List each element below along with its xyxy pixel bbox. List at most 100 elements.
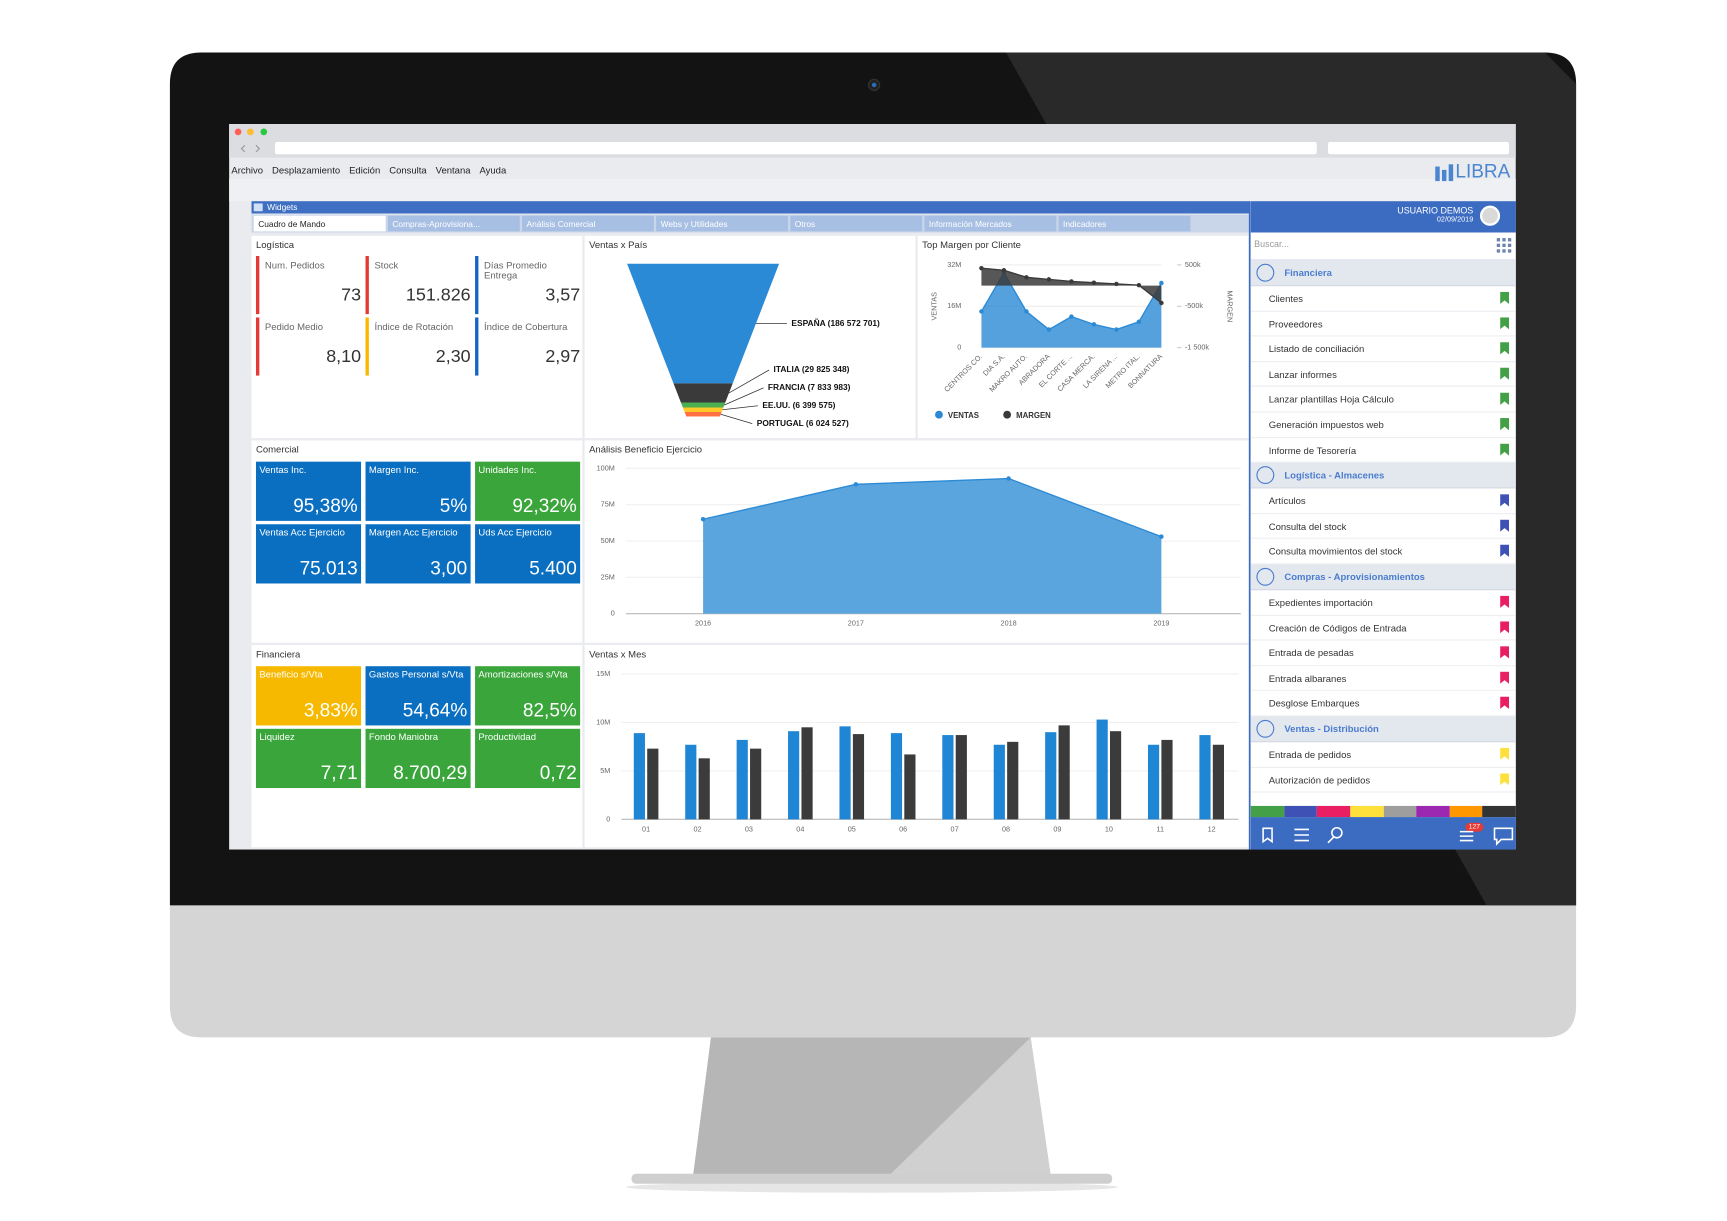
menu-item-label: Informe de Tesorería [1268,444,1357,456]
menu-item-label: Lanzar informes [1268,368,1337,380]
tab[interactable]: Otros [790,215,923,232]
kpi-value: 5% [439,495,468,517]
search-box[interactable] [1250,232,1516,261]
minimize-button[interactable] [247,128,254,136]
tab-label: Cuadro de Mando [258,219,326,230]
menu-item[interactable]: Clientes [1250,286,1516,312]
search-placeholder: Buscar... [1254,239,1289,250]
kpi-tile: Ventas Acc Ejercicio 75.013 [255,524,362,584]
tab[interactable]: Información Mercados [924,215,1057,232]
section-header[interactable]: Ventas - Distribución [1250,716,1516,743]
tab-label: Webs y Utilidades [660,219,728,230]
menu-item[interactable]: Creación de Códigos de Entrada [1250,615,1516,641]
kpi-tile: Uds Acc Ejercicio 5.400 [475,524,581,584]
menu-item[interactable]: Archivo [231,164,264,176]
menu-item[interactable]: Entrada de pesadas [1250,641,1516,666]
chin [169,905,1577,1038]
menu-item[interactable]: Entrada de pedidos [1250,742,1516,768]
menu-item[interactable]: Consulta movimientos del stock [1250,539,1516,565]
section-header[interactable]: Compras - Aprovisionamientos [1250,564,1516,591]
menu-item-label: Entrada de pesadas [1268,647,1354,659]
kpi-bar [255,317,260,376]
kpi-label: Productividad [478,731,537,743]
menu-item[interactable]: Listado de conciliación [1250,337,1516,362]
tab[interactable]: Cuadro de Mando [253,215,386,232]
brand: LIBRA [1455,160,1511,183]
menu-item[interactable]: Autorización de pedidos [1250,767,1516,793]
menu-item-label: Autorización de pedidos [1268,774,1371,786]
notification-badge[interactable]: 127 [1465,822,1484,832]
tab-label: Indicadores [1063,219,1107,230]
section-title: Ventas - Distribución [1284,723,1379,735]
menu-item[interactable]: Edición [349,164,381,176]
section-icon [1256,719,1275,738]
nav-arrows[interactable] [240,144,261,153]
bookmark-flag [1500,367,1510,380]
kpi-label: Margen Acc Ejercicio [368,526,458,538]
tab[interactable]: Webs y Utilidades [656,215,789,232]
kpi-value: 3,57 [545,286,581,306]
window-icon [253,203,263,212]
menu-item[interactable]: Informe de Tesorería [1250,438,1516,463]
window-bar: Widgets [251,201,1250,214]
kpi-value: 7,71 [320,762,358,784]
menu-item[interactable]: Lanzar informes [1250,362,1516,388]
bookmark-flag [1500,620,1510,634]
tab[interactable]: Análisis Comercial [522,215,654,232]
section-title: Financiera [1284,267,1332,279]
panel: Top Margen por Cliente [917,235,1249,439]
kpi-label: Gastos Personal s/Vta [368,668,464,680]
tab-label: Compras-Aprovisiona... [392,219,480,230]
menu-item[interactable]: Desplazamiento [272,164,341,176]
tab[interactable]: Compras-Aprovisiona... [387,215,520,232]
menu-item[interactable]: Proveedores [1250,311,1516,337]
kpi-bar [255,255,260,315]
menu-item[interactable]: Consulta [389,164,427,176]
kpi-value: 8,10 [326,347,362,367]
camera-lens [871,82,877,88]
menu-item[interactable]: Consulta del stock [1250,514,1516,540]
menu-item-label: Entrada de pedidos [1268,748,1352,760]
kpi-label: Amortizaciones s/Vta [478,668,568,680]
user-name[interactable]: USUARIO DEMOS [1397,205,1474,216]
kpi-label: Margen Inc. [368,463,420,476]
kpi-value: 5.400 [529,557,577,580]
bookmark-flag [1500,342,1510,355]
bookmark-flag [1500,544,1510,558]
maximize-button[interactable] [260,128,268,136]
kpi-label: Ventas Inc. [259,463,307,476]
menu-list: Financiera Clientes Proveedores Listado de … [1250,260,1516,806]
stripe-segment [1283,805,1318,818]
menu-item[interactable]: Expedientes importación [1250,590,1516,616]
bookmark-flag [1500,696,1510,710]
stand-highlight [888,1037,1051,1176]
menu-item[interactable]: Generación impuestos web [1250,412,1516,438]
bookmark-flag [1500,291,1510,305]
tab[interactable]: Indicadores [1058,215,1191,232]
menu-item[interactable]: Entrada albaranes [1250,666,1516,692]
menu-item-label: Entrada albaranes [1268,672,1347,684]
menu-item-label: Creación de Códigos de Entrada [1268,622,1407,634]
panel-title: Logística [255,239,295,251]
kpi-tile: Fondo Maniobra 8.700,29 [365,728,471,789]
kpi-value: 92,32% [512,495,577,517]
close-button[interactable] [234,128,242,136]
user-avatar[interactable] [1479,205,1501,226]
menu-item[interactable]: Desglose Embarques [1250,691,1516,717]
kpi-value: 8.700,29 [393,762,468,784]
browser-search[interactable] [1327,141,1510,155]
kpi-tile: Amortizaciones s/Vta 82,5% [475,666,581,726]
menu-item[interactable]: Ayuda [479,164,507,176]
menu-item[interactable]: Lanzar plantillas Hoja Cálculo [1250,387,1516,413]
kpi-tile: Gastos Personal s/Vta 54,64% [365,666,471,726]
panel-title: Ventas x País [589,239,648,251]
menu-item[interactable]: Artículos [1250,489,1516,514]
panel: Logística [251,235,583,439]
sidebar-header [1250,201,1516,233]
bookmark-flag [1500,418,1510,431]
address-bar[interactable] [274,141,1317,155]
section-header[interactable]: Logística - Almacenes [1250,462,1516,489]
section-header[interactable]: Financiera [1250,260,1516,287]
menu-item[interactable]: Ventana [435,164,471,176]
